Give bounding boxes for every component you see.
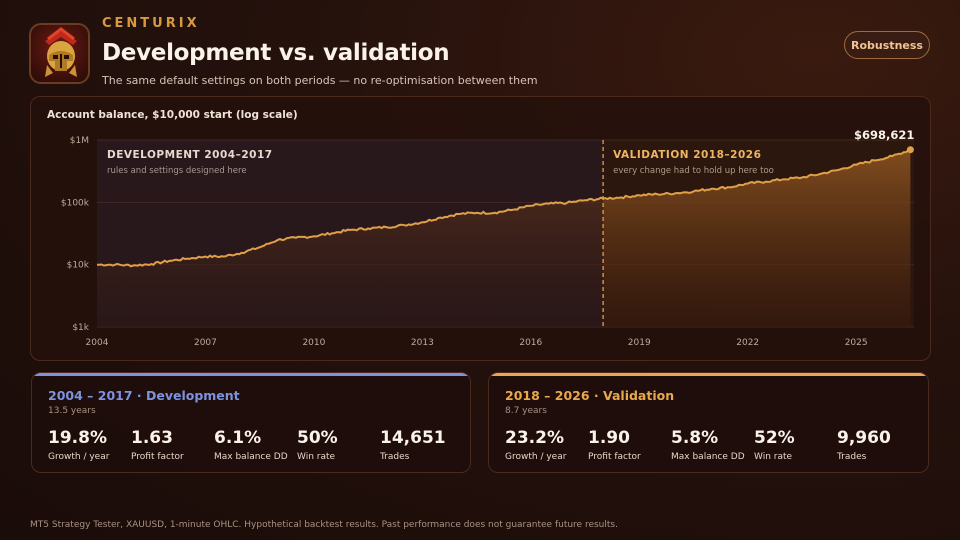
metric-value: 19.8% bbox=[48, 428, 107, 448]
metric-profit-factor: 1.63 Profit factor bbox=[131, 428, 184, 462]
metric-value: 1.63 bbox=[131, 428, 173, 448]
page-title: Development vs. validation bbox=[102, 40, 450, 66]
page-subtitle: The same default settings on both period… bbox=[102, 74, 538, 87]
metric-value: 14,651 bbox=[380, 428, 446, 448]
x-tick-label: 2016 bbox=[519, 338, 542, 348]
metric-win-rate: 50% Win rate bbox=[297, 428, 338, 462]
metric-profit-factor: 1.90 Profit factor bbox=[588, 428, 641, 462]
metric-value: 6.1% bbox=[214, 428, 262, 448]
x-tick-label: 2019 bbox=[628, 338, 651, 348]
metric-trades: 14,651 Trades bbox=[380, 428, 446, 462]
x-tick-label: 2010 bbox=[302, 338, 325, 348]
centurion-helmet-logo bbox=[29, 23, 90, 84]
validation-region-label: VALIDATION 2018–2026 bbox=[613, 149, 761, 161]
metric-value: 1.90 bbox=[588, 428, 630, 448]
metric-value: 50% bbox=[297, 428, 338, 448]
end-value-label: $698,621 bbox=[854, 128, 914, 142]
y-tick-label: $1M bbox=[70, 136, 89, 146]
x-tick-label: 2022 bbox=[736, 338, 759, 348]
end-point bbox=[906, 146, 914, 154]
card-accent-bar bbox=[489, 373, 928, 376]
metric-label: Max balance DD bbox=[671, 452, 745, 462]
balance-line bbox=[97, 148, 911, 268]
brand-name: CENTURIX bbox=[102, 16, 200, 31]
metric-label: Growth / year bbox=[48, 452, 110, 462]
metric-label: Profit factor bbox=[588, 452, 641, 462]
metric-value: 9,960 bbox=[837, 428, 891, 448]
card-title: 2018 – 2026 · Validation bbox=[505, 388, 675, 403]
validation-region-note: every change had to hold up here too bbox=[613, 166, 774, 176]
x-tick-label: 2025 bbox=[845, 338, 868, 348]
x-tick-label: 2004 bbox=[86, 338, 109, 348]
card-subtitle: 13.5 years bbox=[48, 406, 96, 416]
metric-growth: 23.2% Growth / year bbox=[505, 428, 566, 462]
metric-win-rate: 52% Win rate bbox=[754, 428, 795, 462]
chart-caption: Account balance, $10,000 start (log scal… bbox=[47, 109, 298, 121]
metric-label: Profit factor bbox=[131, 452, 184, 462]
x-tick-label: 2013 bbox=[411, 338, 434, 348]
y-tick-label: $1k bbox=[72, 323, 89, 333]
metric-trades: 9,960 Trades bbox=[837, 428, 891, 462]
development-stats-card: 2004 – 2017 · Development 13.5 years 19.… bbox=[31, 372, 471, 473]
metric-growth: 19.8% Growth / year bbox=[48, 428, 109, 462]
y-tick-label: $100k bbox=[61, 198, 90, 208]
x-tick-label: 2007 bbox=[194, 338, 217, 348]
metric-label: Trades bbox=[837, 452, 867, 462]
metric-label: Growth / year bbox=[505, 452, 567, 462]
robustness-button[interactable]: Robustness bbox=[844, 31, 930, 59]
metric-value: 52% bbox=[754, 428, 795, 448]
metric-label: Trades bbox=[380, 452, 410, 462]
metric-value: 5.8% bbox=[671, 428, 719, 448]
development-region-label: DEVELOPMENT 2004–2017 bbox=[107, 149, 273, 161]
metric-label: Max balance DD bbox=[214, 452, 288, 462]
card-accent-bar bbox=[32, 373, 470, 376]
disclaimer-footer: MT5 Strategy Tester, XAUUSD, 1-minute OH… bbox=[30, 520, 618, 530]
card-subtitle: 8.7 years bbox=[505, 406, 547, 416]
balance-area-development bbox=[97, 197, 604, 327]
card-title: 2004 – 2017 · Development bbox=[48, 388, 240, 403]
y-tick-label: $10k bbox=[67, 261, 90, 271]
metric-max-dd: 6.1% Max balance DD bbox=[214, 428, 288, 462]
metric-value: 23.2% bbox=[505, 428, 564, 448]
development-region-note: rules and settings designed here bbox=[107, 166, 247, 176]
metric-max-dd: 5.8% Max balance DD bbox=[671, 428, 745, 462]
metric-label: Win rate bbox=[297, 452, 336, 462]
validation-stats-card: 2018 – 2026 · Validation 8.7 years 23.2%… bbox=[488, 372, 929, 473]
helmet-icon bbox=[45, 27, 77, 77]
metric-label: Win rate bbox=[754, 452, 793, 462]
